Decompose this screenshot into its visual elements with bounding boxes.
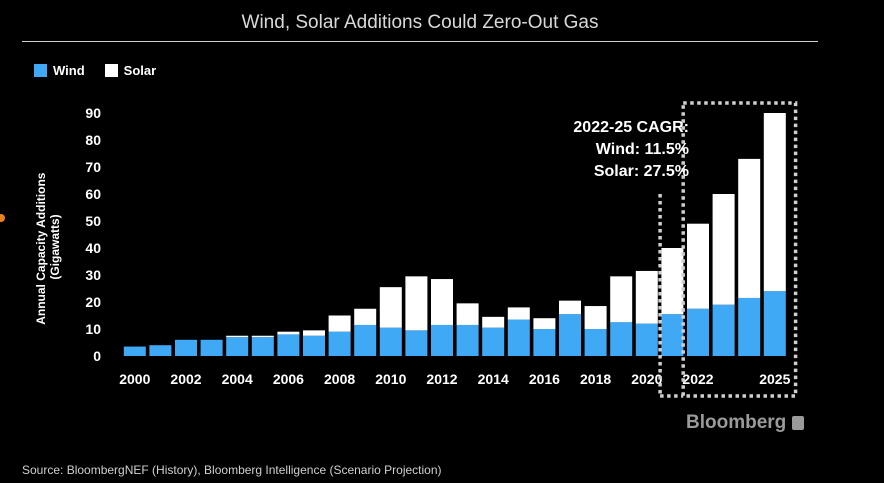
bar-solar-2005: [251, 335, 274, 338]
x-tick-label: 2012: [426, 371, 457, 387]
bar-solar-2023: [712, 194, 735, 305]
bar-wind-2022: [687, 308, 709, 356]
bar-wind-2010: [379, 327, 402, 356]
y-axis-ticks: 0 10 20 30 40 50 60 70 80 90: [85, 105, 101, 364]
cagr-annotation: 2022-25 CAGR: Wind: 11.5% Solar: 27.5%: [573, 119, 689, 180]
y-tick-label: 60: [85, 186, 101, 202]
bar-solar-2024: [738, 158, 761, 298]
x-tick-label: 2018: [580, 371, 611, 387]
bar-solar-2010: [379, 287, 402, 328]
bar-wind-2021: [661, 314, 684, 356]
bar-wind-2018: [584, 329, 607, 356]
x-tick-label: 2004: [222, 371, 253, 387]
bar-wind-2001: [149, 345, 172, 356]
bar-solar-2012: [431, 279, 453, 325]
title-divider: [22, 41, 818, 42]
y-tick-label: 40: [85, 240, 101, 256]
y-tick-label: 90: [85, 105, 101, 121]
source-note: Source: BloombergNEF (History), Bloomber…: [22, 463, 442, 477]
bar-wind-2009: [354, 324, 377, 356]
x-tick-label: 2006: [273, 371, 304, 387]
bar-wind-2016: [533, 329, 556, 356]
bar-wind-2005: [251, 337, 274, 356]
x-tick-label: 2000: [119, 371, 150, 387]
y-tick-label: 80: [85, 132, 101, 148]
bloomberg-terminal-icon: [792, 416, 805, 430]
bar-wind-2003: [200, 339, 223, 356]
y-tick-label: 50: [85, 213, 101, 229]
bar-solar-2019: [610, 276, 633, 323]
y-tick-label: 10: [85, 321, 101, 337]
x-tick-label: 2014: [478, 371, 509, 387]
bar-solar-2004: [226, 335, 249, 338]
bar-wind-2007: [303, 335, 325, 356]
bar-solar-2014: [482, 316, 505, 328]
y-axis-label-line-2: (Gigawatts): [48, 214, 62, 279]
bar-wind-2002: [175, 339, 197, 356]
bar-solar-2009: [354, 308, 377, 325]
bar-wind-2019: [610, 322, 633, 356]
bar-solar-2013: [456, 303, 479, 325]
x-tick-label: 2002: [170, 371, 201, 387]
bar-solar-2006: [277, 331, 300, 335]
bar-solar-2025: [763, 113, 786, 292]
y-tick-label: 30: [85, 267, 101, 283]
bar-wind-2015: [507, 319, 530, 356]
bar-solar-2018: [584, 306, 607, 329]
cagr-annotation-line: 2022-25 CAGR:: [573, 119, 689, 136]
legend-item-wind: Wind: [34, 63, 85, 78]
bars: [123, 113, 786, 356]
y-tick-label: 0: [93, 348, 101, 364]
bar-wind-2011: [405, 330, 428, 356]
bar-solar-2007: [303, 330, 325, 336]
bar-wind-2023: [712, 304, 735, 356]
cagr-annotation-line: Wind: 11.5%: [596, 141, 689, 158]
y-axis-label-line-1: Annual Capacity Additions: [34, 172, 48, 325]
y-axis-label: Annual Capacity Additions (Gigawatts): [34, 169, 62, 325]
x-tick-label: 2010: [375, 371, 406, 387]
chart-title: Wind, Solar Additions Could Zero-Out Gas: [241, 12, 599, 33]
legend: Wind Solar: [34, 61, 156, 79]
legend-label-wind: Wind: [53, 62, 85, 78]
x-axis-ticks: 2000 2002 2004 2006 2008 2010 2012 2014 2016 2018…: [119, 371, 790, 387]
bar-wind-2025: [763, 291, 786, 356]
bar-wind-2013: [456, 324, 479, 356]
bar-solar-2008: [328, 315, 351, 332]
legend-label-solar: Solar: [123, 62, 157, 78]
x-tick-label: 2025: [759, 371, 790, 387]
bar-wind-2012: [431, 324, 453, 356]
bar-solar-2022: [687, 223, 709, 309]
y-tick-label: 70: [85, 159, 101, 175]
bar-wind-2008: [328, 331, 351, 356]
x-tick-label: 2020: [631, 371, 662, 387]
cursor-indicator-icon: [0, 214, 5, 222]
bar-solar-2020: [635, 270, 658, 324]
bloomberg-logo: Bloomberg: [686, 412, 805, 434]
bar-solar-2011: [405, 276, 428, 331]
x-tick-label: 2016: [529, 371, 560, 387]
bar-wind-2024: [738, 297, 761, 356]
bar-solar-2017: [559, 300, 581, 315]
bar-solar-2021: [661, 248, 684, 315]
bar-wind-2004: [226, 337, 249, 356]
bar-wind-2017: [559, 314, 581, 356]
legend-swatch-solar: [104, 63, 118, 77]
legend-item-solar: Solar: [104, 62, 157, 78]
cagr-annotation-line: Solar: 27.5%: [594, 163, 689, 180]
bar-wind-2000: [123, 346, 146, 356]
x-tick-label: 2008: [324, 371, 355, 387]
y-tick-label: 20: [85, 294, 101, 310]
legend-swatch-wind: [34, 63, 47, 77]
projection-highlight-box: [681, 101, 798, 398]
bar-wind-2020: [635, 323, 658, 356]
brand-text: Bloomberg: [686, 412, 787, 433]
bar-solar-2015: [507, 307, 530, 320]
bar-wind-2014: [482, 327, 505, 356]
bar-solar-2016: [533, 318, 556, 329]
bar-wind-2006: [277, 334, 300, 356]
x-tick-label: 2022: [682, 371, 713, 387]
